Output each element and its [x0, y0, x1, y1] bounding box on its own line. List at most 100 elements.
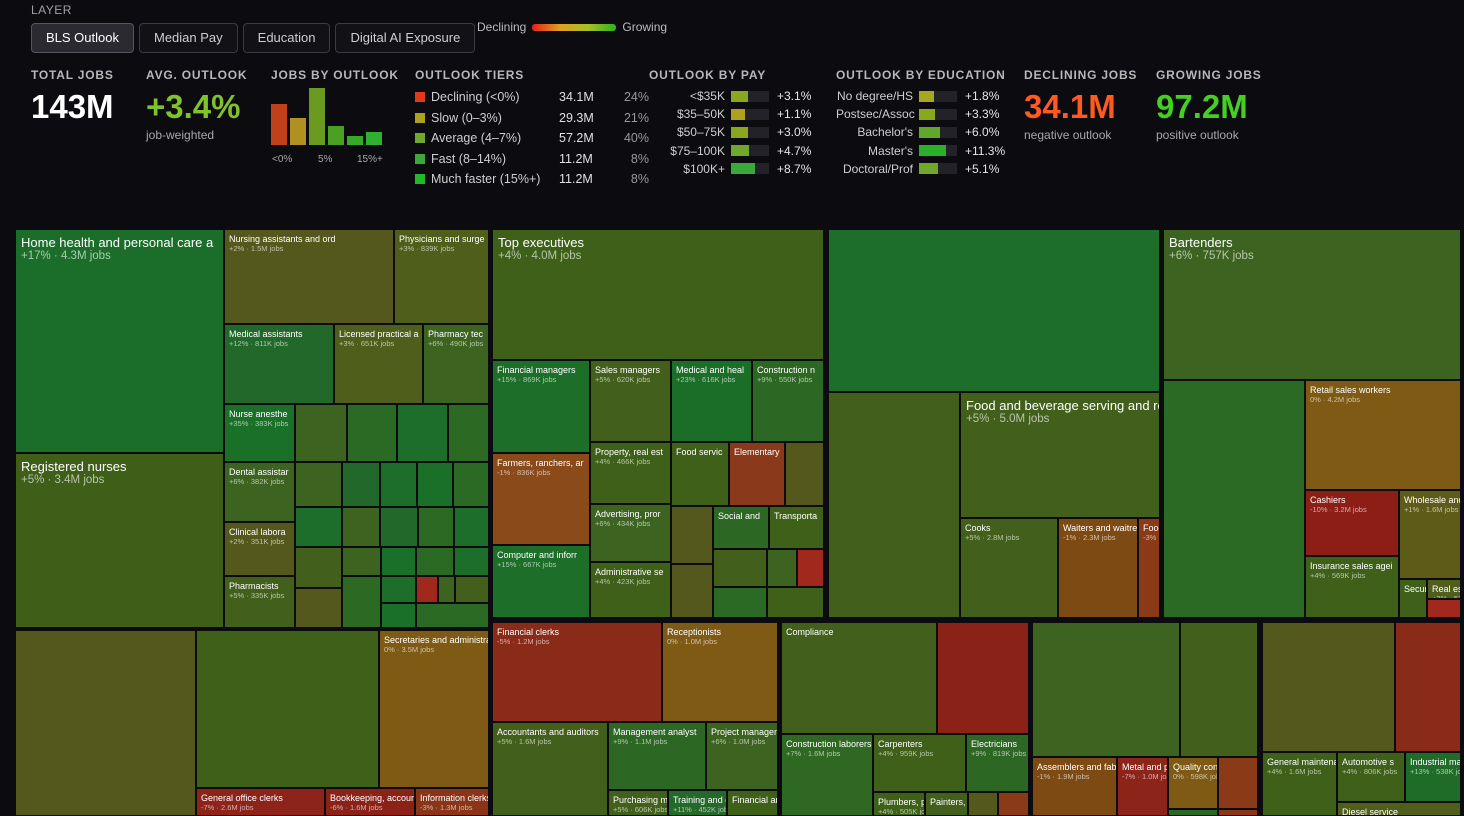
- treemap-cell[interactable]: [671, 506, 713, 564]
- treemap-cell[interactable]: Cooks +5% · 2.8M jobs: [960, 518, 1058, 618]
- treemap-cell[interactable]: Farmers, ranchers, ar -1% · 836K jobs: [492, 453, 590, 545]
- treemap-cell[interactable]: [295, 547, 342, 588]
- tab-education[interactable]: Education: [242, 23, 331, 53]
- treemap-cell[interactable]: Sales managers +5% · 620K jobs: [590, 360, 671, 442]
- treemap-cell[interactable]: [1395, 622, 1461, 752]
- treemap-cell[interactable]: [418, 507, 454, 547]
- treemap-cell[interactable]: [448, 404, 489, 462]
- treemap-cell[interactable]: [1168, 809, 1218, 816]
- treemap-cell[interactable]: [295, 462, 342, 507]
- treemap-cell[interactable]: [380, 462, 417, 507]
- treemap-cell[interactable]: General maintenance+4% · 1.6M jobs: [1262, 752, 1337, 816]
- treemap-cell[interactable]: [397, 404, 448, 462]
- treemap-cell[interactable]: Carpenters +4% · 959K jobs: [873, 734, 966, 792]
- treemap-cell[interactable]: Bookkeeping, accour -6% · 1.6M jobs: [325, 788, 415, 816]
- treemap-cell[interactable]: [295, 404, 347, 462]
- treemap-cell[interactable]: Project management+6% · 1.0M jobs: [706, 722, 778, 790]
- treemap-cell[interactable]: Real estate brokers+3% · 532K jobs: [1427, 579, 1461, 599]
- treemap-cell[interactable]: Nurse anesthe +35% · 383K jobs: [224, 404, 295, 462]
- treemap-cell[interactable]: Administrative se +4% · 423K jobs: [590, 562, 671, 618]
- treemap-cell[interactable]: [342, 507, 380, 547]
- treemap-cell[interactable]: Wholesale and manufac+1% · 1.6M jobs: [1399, 490, 1461, 579]
- treemap-cell[interactable]: [671, 564, 713, 618]
- treemap-cell[interactable]: Food servic: [671, 442, 729, 506]
- treemap-cell[interactable]: Home health and personal care a +17% · 4.…: [15, 229, 224, 453]
- treemap-cell[interactable]: Construction n +9% · 550K jobs: [752, 360, 824, 442]
- treemap-cell[interactable]: [1218, 757, 1258, 809]
- treemap-cell[interactable]: [937, 622, 1029, 734]
- treemap-cell[interactable]: Financial clerks -5% · 1.2M jobs: [492, 622, 662, 722]
- treemap-cell[interactable]: [968, 792, 998, 816]
- treemap-cell[interactable]: Licensed practical a +3% · 651K jobs: [334, 324, 423, 404]
- treemap-cell[interactable]: [295, 588, 342, 628]
- treemap-cell[interactable]: Receptionists 0% · 1.0M jobs: [662, 622, 778, 722]
- treemap-cell[interactable]: Medical and heal +23% · 616K jobs: [671, 360, 752, 442]
- treemap-cell[interactable]: [15, 630, 196, 816]
- treemap-cell[interactable]: [454, 547, 489, 576]
- treemap-cell[interactable]: Cashiers -10% · 3.2M jobs: [1305, 490, 1399, 556]
- treemap-cell[interactable]: [455, 576, 489, 603]
- treemap-cell[interactable]: Waiters and waitresses-1% · 2.3M jobs: [1058, 518, 1138, 618]
- treemap-cell[interactable]: Top executives +4% · 4.0M jobs: [492, 229, 824, 360]
- treemap-cell[interactable]: [1180, 622, 1258, 757]
- treemap-cell[interactable]: [828, 229, 1160, 392]
- treemap-cell[interactable]: Advertising, pror +6% · 434K jobs: [590, 504, 671, 562]
- treemap-cell[interactable]: [785, 442, 824, 506]
- treemap-cell[interactable]: [295, 507, 342, 547]
- treemap-cell[interactable]: Retail sales workers 0% · 4.2M jobs: [1305, 380, 1461, 490]
- treemap-cell[interactable]: [342, 547, 381, 576]
- treemap-cell[interactable]: Transporta: [769, 506, 824, 549]
- treemap-cell[interactable]: [998, 792, 1029, 816]
- tab-median-pay[interactable]: Median Pay: [139, 23, 238, 53]
- treemap-cell[interactable]: Diesel service+2% · 320K jobs: [1337, 802, 1461, 816]
- treemap-cell[interactable]: General office clerks -7% · 2.6M jobs: [196, 788, 325, 816]
- treemap-cell[interactable]: Food and beverage serving and related wo…: [960, 392, 1160, 518]
- treemap-cell[interactable]: Registered nurses +5% · 3.4M jobs: [15, 453, 224, 628]
- treemap-cell[interactable]: [196, 630, 379, 788]
- treemap-cell[interactable]: Plumbers, pipefitter+4% · 505K jobs: [873, 792, 925, 816]
- treemap-cell[interactable]: [1427, 599, 1461, 618]
- treemap-cell[interactable]: [767, 587, 824, 618]
- treemap-cell[interactable]: [1262, 622, 1395, 752]
- treemap-cell[interactable]: Pharmacists +5% · 335K jobs: [224, 576, 295, 628]
- treemap-cell[interactable]: [381, 576, 416, 603]
- treemap-cell[interactable]: Electricians +9% · 819K jobs: [966, 734, 1029, 792]
- treemap-cell[interactable]: [416, 547, 454, 576]
- treemap-cell[interactable]: Property, real est +4% · 466K jobs: [590, 442, 671, 504]
- treemap-cell[interactable]: Financial managers +15% · 869K jobs: [492, 360, 590, 453]
- treemap-cell[interactable]: Compliance: [781, 622, 937, 734]
- treemap-cell[interactable]: [797, 549, 824, 587]
- treemap-cell[interactable]: Securities, cc: [1399, 579, 1427, 618]
- treemap-cell[interactable]: [347, 404, 397, 462]
- treemap-cell[interactable]: Painters, con: [925, 792, 968, 816]
- treemap-cell[interactable]: [417, 462, 453, 507]
- treemap-cell[interactable]: [713, 587, 767, 618]
- treemap-cell[interactable]: Clinical labora +2% · 351K jobs: [224, 522, 295, 576]
- treemap-cell[interactable]: Bartenders +6% · 757K jobs: [1163, 229, 1461, 380]
- treemap-cell[interactable]: Management analyst +9% · 1.1M jobs: [608, 722, 706, 790]
- treemap-cell[interactable]: Food preparation wc-3% · 903K jobs: [1138, 518, 1160, 618]
- treemap-cell[interactable]: [416, 576, 438, 603]
- treemap-cell[interactable]: [1163, 380, 1305, 618]
- treemap-cell[interactable]: Physicians and surge +3% · 839K jobs: [394, 229, 489, 324]
- treemap-cell[interactable]: Accountants and auditors +5% · 1.6M jobs: [492, 722, 608, 816]
- treemap-cell[interactable]: [1218, 809, 1258, 816]
- treemap-cell[interactable]: [453, 462, 489, 507]
- treemap-cell[interactable]: [342, 462, 380, 507]
- treemap-cell[interactable]: [381, 603, 416, 628]
- treemap-cell[interactable]: Construction laborers ar+7% · 1.6M jobs: [781, 734, 873, 816]
- treemap-cell[interactable]: [713, 549, 767, 587]
- treemap-cell[interactable]: Medical assistants +12% · 811K jobs: [224, 324, 334, 404]
- treemap-cell[interactable]: [767, 549, 797, 587]
- treemap-cell[interactable]: Social and: [713, 506, 769, 549]
- treemap-cell[interactable]: Training and de+11% · 452K jobs: [668, 790, 727, 816]
- treemap-cell[interactable]: Assemblers and fabrica-1% · 1.9M jobs: [1032, 757, 1117, 816]
- treemap-cell[interactable]: Nursing assistants and ord +2% · 1.5M job…: [224, 229, 394, 324]
- treemap-cell[interactable]: Dental assistar +6% · 382K jobs: [224, 462, 295, 522]
- treemap-cell[interactable]: Insurance sales agei +4% · 569K jobs: [1305, 556, 1399, 618]
- tab-digital-ai-exposure[interactable]: Digital AI Exposure: [335, 23, 476, 53]
- treemap-cell[interactable]: Industrial mach+13% · 538K jobs: [1405, 752, 1461, 802]
- treemap-cell[interactable]: [438, 576, 455, 603]
- treemap-cell[interactable]: [828, 392, 960, 618]
- treemap-cell[interactable]: [1032, 622, 1180, 757]
